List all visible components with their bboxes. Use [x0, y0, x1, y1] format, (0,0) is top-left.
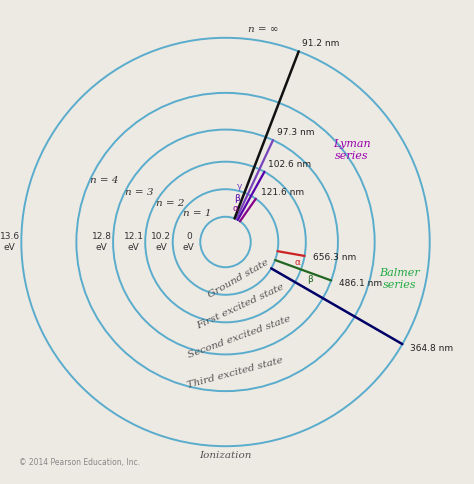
Text: α: α — [295, 258, 301, 267]
Text: n = ∞: n = ∞ — [248, 25, 278, 34]
Text: 0
eV: 0 eV — [183, 232, 195, 252]
Text: 97.3 nm: 97.3 nm — [276, 128, 314, 137]
Text: n = 1: n = 1 — [183, 209, 211, 218]
Text: 102.6 nm: 102.6 nm — [268, 160, 311, 169]
Text: n = 2: n = 2 — [156, 199, 184, 208]
Text: © 2014 Pearson Education, Inc.: © 2014 Pearson Education, Inc. — [19, 458, 140, 467]
Text: Ground state: Ground state — [207, 257, 271, 300]
Text: 486.1 nm: 486.1 nm — [339, 279, 382, 288]
Text: β: β — [307, 275, 312, 284]
Text: 12.1
eV: 12.1 eV — [124, 232, 144, 252]
Text: n = 3: n = 3 — [125, 188, 154, 197]
Text: 12.8
eV: 12.8 eV — [91, 232, 111, 252]
Text: Second excited state: Second excited state — [186, 315, 292, 360]
Text: First excited state: First excited state — [195, 283, 286, 331]
Text: 13.6
eV: 13.6 eV — [0, 232, 20, 252]
Text: β: β — [235, 194, 240, 203]
Text: 10.2
eV: 10.2 eV — [151, 232, 171, 252]
Text: Third excited state: Third excited state — [186, 355, 283, 390]
Text: Lyman
series: Lyman series — [333, 139, 371, 161]
Text: 121.6 nm: 121.6 nm — [261, 187, 304, 197]
Text: α: α — [233, 204, 238, 213]
Text: n = 4: n = 4 — [90, 176, 118, 184]
Text: Ionization: Ionization — [200, 451, 252, 460]
Text: 364.8 nm: 364.8 nm — [410, 344, 453, 353]
Text: 91.2 nm: 91.2 nm — [301, 39, 339, 48]
Text: 656.3 nm: 656.3 nm — [313, 253, 356, 262]
Text: Balmer
series: Balmer series — [380, 268, 420, 289]
Text: γ: γ — [237, 182, 242, 192]
